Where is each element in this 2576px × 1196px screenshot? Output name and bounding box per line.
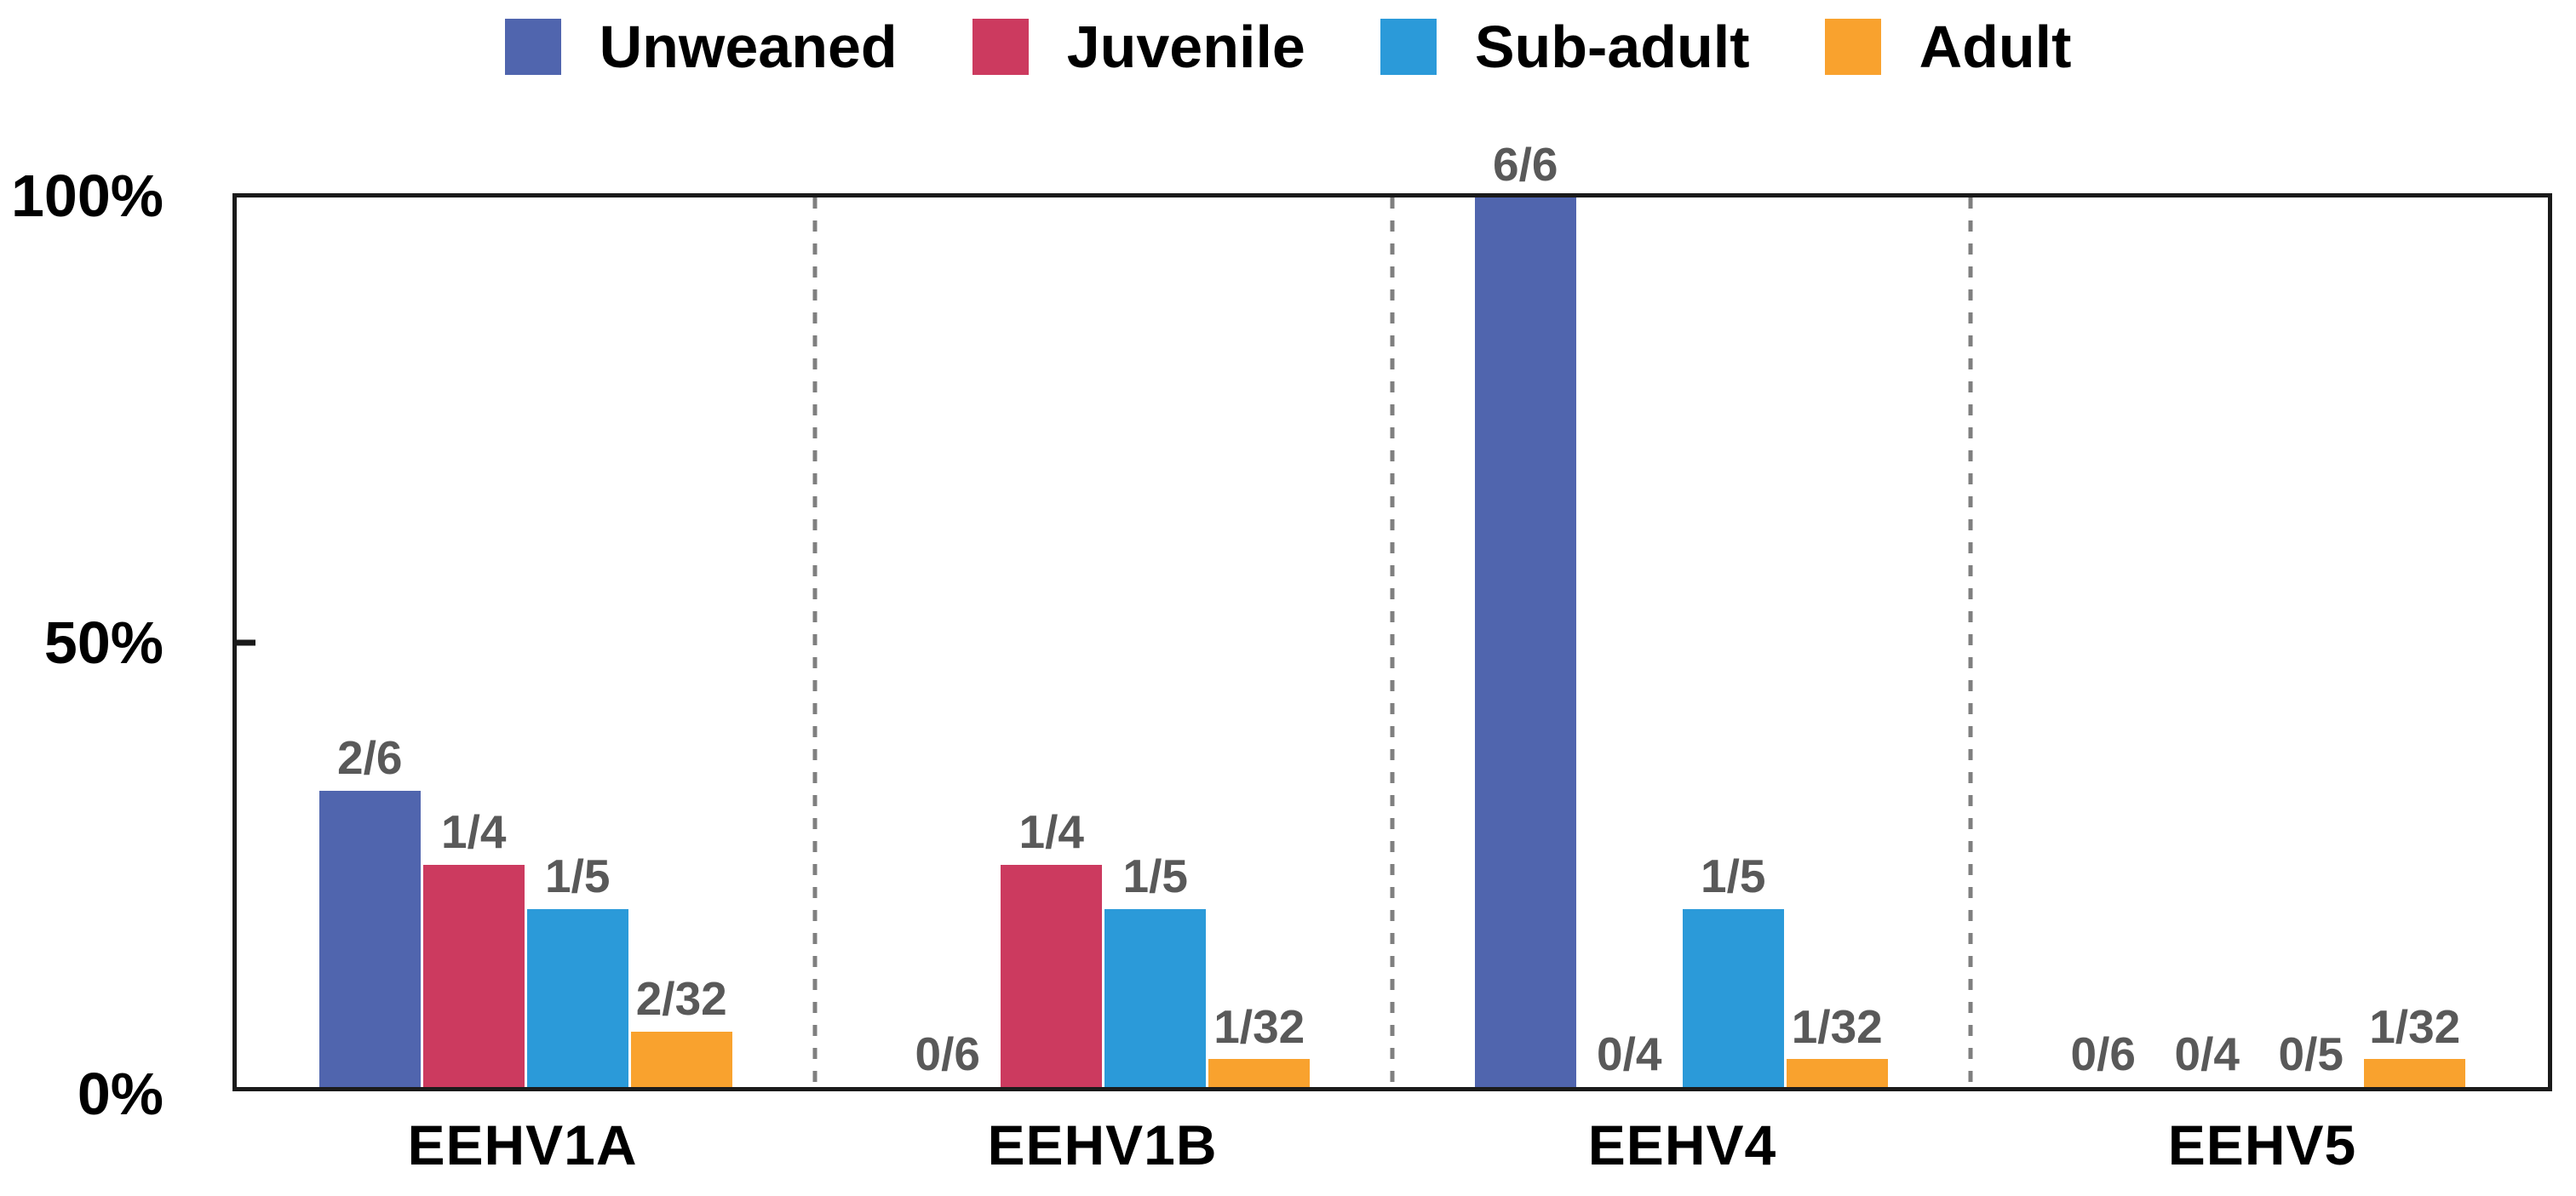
x-axis-category-labels: EEHV1A EEHV1B EEHV4 EEHV5: [232, 1117, 2552, 1173]
bar-sub-adult-eehv4: [1682, 909, 1784, 1087]
value-label: 1/5: [1701, 850, 1766, 903]
legend-item-unweaned: Unweaned: [504, 14, 898, 80]
value-label: 1/32: [1791, 999, 1883, 1053]
y-axis-label-0: 0%: [77, 1061, 164, 1127]
bar-slot-adult-eehv5: 1/32: [2364, 197, 2466, 1087]
value-label: 2/6: [337, 730, 403, 784]
bar-slot-juvenile-eehv5: 0/4: [2156, 197, 2258, 1087]
bar-slot-sub-adult-eehv4: 1/5: [1682, 197, 1784, 1087]
y-axis-label-50: 50%: [43, 609, 164, 676]
legend-label: Sub-adult: [1474, 14, 1750, 80]
legend-label: Juvenile: [1066, 14, 1305, 80]
bar-adult-eehv1b: [1208, 1059, 1311, 1087]
group-separator-line: [1390, 197, 1395, 1087]
y-axis-tick-50: [237, 639, 255, 645]
value-label: 1/4: [1018, 805, 1084, 858]
bar-slot-unweaned-eehv1a: 2/6: [318, 197, 421, 1087]
value-label: 1/32: [2369, 999, 2461, 1053]
value-label: 0/6: [2070, 1027, 2136, 1081]
bar-slot-juvenile-eehv1b: 1/4: [1001, 197, 1103, 1087]
bar-adult-eehv1a: [630, 1031, 732, 1087]
bar-slot-unweaned-eehv4: 6/6: [1474, 140, 1576, 1087]
bar-juvenile-eehv1a: [422, 864, 525, 1087]
plot-area: 2/6 1/4 1/5 2/32 0/6 1/4 1/5 1/32 6/6 0/4 1/5 1/32 0…: [232, 140, 2552, 1091]
value-label: 0/4: [1597, 1027, 1662, 1081]
value-label: 0/6: [915, 1027, 980, 1081]
legend-swatch-adult-icon: [1824, 19, 1881, 75]
bar-adult-eehv5: [2364, 1059, 2466, 1087]
value-label: 2/32: [635, 971, 727, 1025]
bar-adult-eehv4: [1786, 1059, 1888, 1087]
category-label-eehv1b: EEHV1B: [987, 1113, 1218, 1176]
value-label: 1/5: [545, 850, 611, 903]
group-separator-line: [1968, 197, 1972, 1087]
bar-group-eehv1a: 2/6 1/4 1/5 2/32: [237, 197, 815, 1087]
bar-sub-adult-eehv1a: [526, 909, 628, 1087]
value-label: 1/32: [1213, 999, 1305, 1053]
category-label-eehv4: EEHV4: [1587, 1113, 1777, 1176]
bar-slot-adult-eehv1b: 1/32: [1208, 197, 1311, 1087]
legend-item-adult: Adult: [1824, 14, 2072, 80]
group-separator-line: [812, 197, 817, 1087]
value-label: 0/5: [2278, 1027, 2344, 1081]
value-label: 1/5: [1122, 850, 1188, 903]
legend-label: Adult: [1919, 14, 2072, 80]
bar-sub-adult-eehv1b: [1104, 909, 1207, 1087]
bar-slot-sub-adult-eehv1a: 1/5: [526, 197, 628, 1087]
bar-slot-unweaned-eehv5: 0/6: [2052, 197, 2154, 1087]
bar-slot-adult-eehv4: 1/32: [1786, 197, 1888, 1087]
legend-item-sub-adult: Sub-adult: [1380, 17, 1750, 77]
legend-swatch-unweaned-icon: [504, 19, 561, 75]
value-label: 1/4: [441, 805, 507, 858]
legend-swatch-sub-adult-icon: [1380, 19, 1437, 75]
y-axis-label-100: 100%: [10, 163, 164, 229]
bar-slot-adult-eehv1a: 2/32: [630, 197, 732, 1087]
value-label: 0/4: [2174, 1027, 2240, 1081]
plot-groups: 2/6 1/4 1/5 2/32 0/6 1/4 1/5 1/32 6/6 0/4 1/5 1/32 0…: [237, 140, 2549, 1087]
bar-slot-sub-adult-eehv5: 0/5: [2260, 197, 2361, 1087]
legend-item-juvenile: Juvenile: [972, 17, 1305, 77]
chart-legend: Unweaned Juvenile Sub-adult Adult: [0, 17, 2576, 77]
bar-juvenile-eehv1b: [1001, 864, 1103, 1087]
legend-label: Unweaned: [599, 14, 898, 80]
bar-slot-juvenile-eehv1a: 1/4: [422, 197, 525, 1087]
legend-swatch-juvenile-icon: [972, 19, 1029, 75]
bar-slot-sub-adult-eehv1b: 1/5: [1104, 197, 1207, 1087]
bar-group-eehv5: 0/6 0/4 0/5 1/32: [1971, 197, 2549, 1087]
category-label-eehv1a: EEHV1A: [407, 1113, 638, 1176]
bar-group-eehv4: 6/6 0/4 1/5 1/32: [1392, 140, 1971, 1087]
bar-slot-juvenile-eehv4: 0/4: [1579, 197, 1680, 1087]
bar-unweaned-eehv1a: [318, 790, 421, 1087]
bar-unweaned-eehv4: [1474, 197, 1576, 1087]
bar-slot-unweaned-eehv1b: 0/6: [897, 197, 998, 1087]
category-label-eehv5: EEHV5: [2167, 1113, 2357, 1176]
value-label: 6/6: [1493, 138, 1558, 192]
bar-group-eehv1b: 0/6 1/4 1/5 1/32: [815, 197, 1393, 1087]
